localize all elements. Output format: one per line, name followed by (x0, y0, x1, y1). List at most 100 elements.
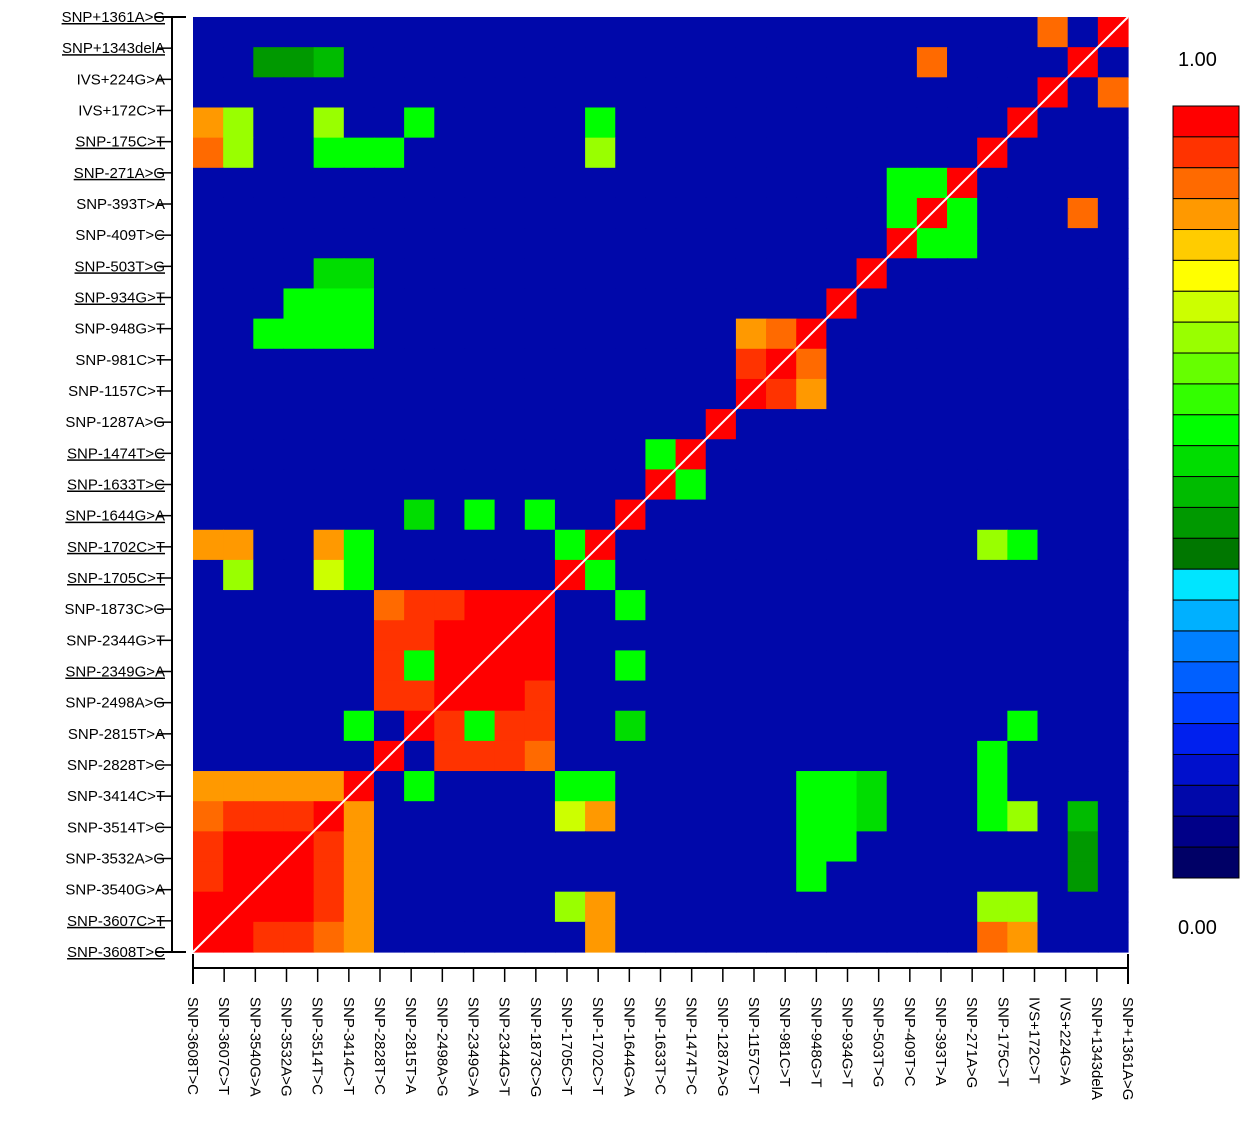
heatmap-cell (796, 499, 827, 531)
heatmap-cell (796, 921, 827, 953)
heatmap-cell (977, 288, 1008, 320)
heatmap-cell (464, 590, 496, 621)
heatmap-cell (886, 710, 918, 742)
heatmap-cell (404, 409, 435, 440)
heatmap-cell (404, 499, 435, 531)
heatmap-cell (193, 318, 224, 350)
heatmap-cell (404, 318, 435, 350)
heatmap-cell (947, 47, 978, 78)
heatmap-cell (735, 77, 767, 109)
heatmap-cell (947, 439, 978, 471)
heatmap-cell (585, 590, 616, 621)
heatmap-cell (554, 228, 586, 259)
heatmap-cell (826, 348, 858, 380)
heatmap-cell (977, 167, 1008, 199)
heatmap-cell (796, 831, 827, 863)
heatmap-cell (494, 499, 526, 531)
heatmap-cell (735, 348, 767, 380)
heatmap-cell (193, 891, 224, 923)
heatmap-cell (705, 529, 737, 561)
heatmap-cell (404, 891, 435, 923)
heatmap-cell (977, 710, 1008, 742)
x-axis: SNP-3608T>C SNP-3607C>T SNP-3540G>A SNP-353… (184, 954, 1136, 1100)
heatmap-cell (796, 77, 827, 109)
heatmap-cell (524, 47, 556, 78)
heatmap-cell (1007, 559, 1039, 591)
heatmap-cell (404, 137, 435, 169)
x-tick-label: SNP-503T>G (870, 997, 887, 1087)
heatmap-cell (675, 529, 707, 561)
heatmap-cell (193, 77, 224, 109)
y-tick-label: SNP-503T>G (75, 258, 165, 275)
heatmap-cell (524, 861, 556, 893)
heatmap-cell (977, 740, 1008, 772)
heatmap-cell (313, 650, 345, 682)
heatmap-cell (1037, 409, 1069, 440)
x-tick-label: SNP-1644G>A (620, 997, 637, 1097)
x-tick-label: SNP-2828T>C (371, 997, 388, 1095)
heatmap-cell (554, 197, 586, 229)
heatmap-cell (283, 409, 315, 440)
heatmap-cell (223, 469, 254, 501)
heatmap-cell (313, 47, 345, 78)
y-tick-label: SNP-3414C>T (67, 788, 165, 805)
heatmap-cell (524, 439, 556, 471)
x-tick-label: SNP-2344G>T (496, 997, 513, 1096)
colorbar-swatch (1172, 352, 1240, 385)
heatmap-cell (343, 710, 375, 742)
heatmap-cell (1097, 831, 1129, 863)
heatmap-cell (524, 559, 556, 591)
heatmap-cell (524, 107, 556, 139)
heatmap-cell (826, 801, 858, 832)
heatmap-cell (434, 288, 466, 320)
heatmap-cell (554, 891, 586, 923)
heatmap-cell (947, 409, 978, 440)
colorbar (1172, 105, 1240, 879)
heatmap-cell (434, 921, 466, 953)
heatmap-cell (1007, 469, 1039, 501)
heatmap-cell (886, 559, 918, 591)
heatmap-cell (916, 771, 948, 802)
y-tick-label: SNP-3532A>G (65, 851, 165, 868)
heatmap-cell (947, 17, 978, 48)
heatmap-cell (826, 378, 858, 410)
heatmap-cell (1067, 771, 1099, 802)
heatmap-cell (856, 47, 888, 78)
heatmap-cell (494, 348, 526, 380)
heatmap-cell (615, 590, 647, 621)
y-tick-label: IVS+172C>T (78, 103, 165, 120)
heatmap-cell (826, 831, 858, 863)
heatmap-cell (886, 17, 918, 48)
heatmap-cell (494, 137, 526, 169)
heatmap-cell (645, 620, 677, 651)
heatmap-cell (615, 318, 647, 350)
heatmap-cell (253, 771, 285, 802)
heatmap-cell (1067, 861, 1099, 893)
heatmap-cell (766, 77, 797, 109)
heatmap-cell (464, 891, 496, 923)
heatmap-cell (1037, 137, 1069, 169)
heatmap-cell (494, 258, 526, 290)
heatmap-cell (977, 409, 1008, 440)
heatmap-cell (675, 378, 707, 410)
heatmap-cell (977, 590, 1008, 621)
heatmap-cell (524, 499, 556, 531)
heatmap-cell (313, 921, 345, 953)
heatmap-cell (253, 469, 285, 501)
heatmap-cell (735, 167, 767, 199)
heatmap-cell (193, 348, 224, 380)
x-tick-label: IVS+224G>A (1057, 997, 1074, 1085)
heatmap-cell (916, 831, 948, 863)
heatmap-cell (1067, 288, 1099, 320)
heatmap-cell (796, 348, 827, 380)
heatmap-cell (464, 559, 496, 591)
heatmap-cell (1037, 167, 1069, 199)
heatmap-cell (856, 107, 888, 139)
heatmap-cell (977, 921, 1008, 953)
heatmap-cell (705, 559, 737, 591)
heatmap-cell (343, 77, 375, 109)
heatmap-cell (373, 77, 405, 109)
heatmap-cell (554, 409, 586, 440)
heatmap-cell (766, 167, 797, 199)
heatmap-cell (193, 469, 224, 501)
